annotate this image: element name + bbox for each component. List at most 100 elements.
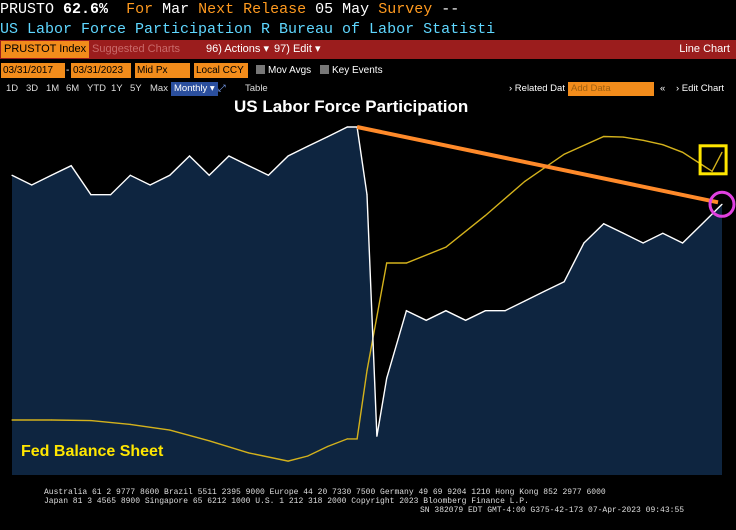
- chart-panel: US Labor Force Participation Fed Balance…: [0, 97, 736, 530]
- fed-balance-point: [563, 153, 565, 155]
- participation-point: [50, 174, 53, 176]
- range-6m[interactable]: 6M: [66, 83, 80, 94]
- participation-point: [90, 194, 92, 196]
- fed-balance-sheet-annotation: Fed Balance Sheet: [21, 443, 164, 460]
- ticker-field[interactable]: PRUSTOT Index: [1, 41, 89, 58]
- currency-select[interactable]: Local CCY: [194, 63, 248, 78]
- checkbox-icon: [256, 65, 265, 74]
- participation-point: [129, 174, 131, 176]
- fed-balance-point: [603, 135, 605, 138]
- collapse-button[interactable]: «: [660, 83, 666, 94]
- participation-point: [484, 310, 486, 312]
- footer-line-3: SN 382079 EDT GMT-4:00 G375-42-173 07-Ap…: [420, 506, 685, 515]
- fed-balance-point: [405, 262, 407, 264]
- fed-balance-point: [524, 180, 526, 182]
- participation-point: [682, 242, 684, 244]
- fed-balance-point: [682, 151, 684, 153]
- latest-value-highlight-circle: [708, 190, 736, 218]
- participation-point: [504, 310, 506, 312]
- fed-balance-point: [129, 423, 131, 425]
- related-data-button[interactable]: › Related Dat: [509, 83, 565, 94]
- fed-balance-point: [50, 419, 53, 421]
- checkbox-icon: [320, 65, 329, 74]
- participation-point: [208, 174, 210, 176]
- range-max[interactable]: Max: [150, 83, 168, 94]
- participation-point: [149, 184, 151, 186]
- participation-point: [31, 184, 33, 186]
- fed-balance-point: [386, 262, 388, 264]
- table-button[interactable]: Table: [245, 83, 268, 94]
- participation-point: [188, 155, 191, 157]
- fed-balance-point: [445, 246, 447, 248]
- add-data-input[interactable]: Add Data: [568, 82, 654, 96]
- participation-point: [445, 310, 447, 312]
- toolbar: PRUSTOT Index Suggested Charts 96) Actio…: [0, 40, 736, 59]
- end-date-input[interactable]: 03/31/2023: [71, 63, 131, 78]
- fed-balance-point: [169, 429, 171, 431]
- participation-point: [248, 165, 250, 167]
- participation-point: [346, 126, 348, 128]
- ticker-code: PRUSTO: [0, 1, 55, 18]
- mov-avgs-label: Mov Avgs: [268, 65, 312, 76]
- key-events-toggle[interactable]: Key Events: [320, 63, 383, 78]
- participation-point: [327, 136, 329, 138]
- participation-point: [366, 194, 368, 196]
- for-label: For: [126, 1, 154, 18]
- date-separator: -: [66, 65, 70, 76]
- participation-point: [583, 242, 585, 244]
- participation-point: [524, 300, 526, 302]
- range-ytd[interactable]: YTD: [87, 83, 106, 94]
- range-5y[interactable]: 5Y: [130, 83, 142, 94]
- survey-label: Survey: [378, 1, 433, 18]
- fed-balance-point: [208, 440, 210, 442]
- fed-balance-point: [287, 460, 289, 462]
- participation-point: [70, 165, 72, 167]
- fed-balance-point: [346, 438, 348, 440]
- participation-point: [622, 232, 625, 234]
- line-chart-icon[interactable]: ⤢: [218, 83, 226, 94]
- quote-header: PRUSTO 62.6% For Mar Next Release 05 May…: [0, 0, 736, 20]
- fed-balance-point: [622, 136, 625, 138]
- mov-avgs-toggle[interactable]: Mov Avgs: [256, 63, 311, 78]
- fed-balance-point: [11, 419, 13, 421]
- participation-point: [721, 203, 723, 205]
- range-3d[interactable]: 3D: [26, 83, 39, 94]
- participation-point: [287, 155, 289, 157]
- survey-value: --: [441, 1, 460, 18]
- participation-point: [465, 319, 467, 321]
- fed-balance-point: [356, 438, 358, 440]
- actions-menu-button[interactable]: 96) Actions ▾: [206, 43, 269, 55]
- participation-point: [376, 435, 378, 437]
- edit-menu-button[interactable]: 97) Edit ▾: [274, 43, 321, 55]
- fed-balance-point: [307, 455, 309, 457]
- edit-chart-button[interactable]: › Edit Chart: [676, 83, 725, 94]
- participation-point: [11, 174, 13, 176]
- chart-title-annotation: US Labor Force Participation: [234, 97, 469, 116]
- range-1m[interactable]: 1M: [46, 83, 60, 94]
- participation-point: [642, 242, 644, 244]
- fed-balance-point: [662, 144, 664, 146]
- participation-point: [386, 377, 388, 379]
- participation-point: [425, 319, 427, 321]
- suggested-charts-button[interactable]: Suggested Charts: [92, 43, 181, 55]
- security-description: US Labor Force Participation R Bureau of…: [0, 21, 496, 38]
- fed-latest-highlight-box: [698, 144, 728, 176]
- participation-point: [169, 174, 171, 176]
- start-date-input[interactable]: 03/31/2017: [1, 63, 65, 78]
- participation-point: [603, 223, 605, 225]
- fed-balance-point: [642, 139, 644, 141]
- participation-point: [701, 223, 703, 225]
- fed-balance-point: [484, 215, 486, 217]
- period-value: Mar: [162, 1, 190, 18]
- range-1d[interactable]: 1D: [6, 83, 19, 94]
- range-1y[interactable]: 1Y: [111, 83, 123, 94]
- next-release-label: Next Release: [198, 1, 307, 18]
- participation-point: [267, 174, 269, 176]
- last-value: 62.6%: [63, 1, 109, 18]
- next-release-date: 05 May: [315, 1, 370, 18]
- trend-arrow: [356, 125, 719, 205]
- frequency-select[interactable]: Monthly ▾: [171, 82, 218, 96]
- participation-point: [543, 290, 546, 292]
- footer: Australia 61 2 9777 8600 Brazil 5511 239…: [0, 486, 736, 530]
- price-field-select[interactable]: Mid Px: [135, 63, 190, 78]
